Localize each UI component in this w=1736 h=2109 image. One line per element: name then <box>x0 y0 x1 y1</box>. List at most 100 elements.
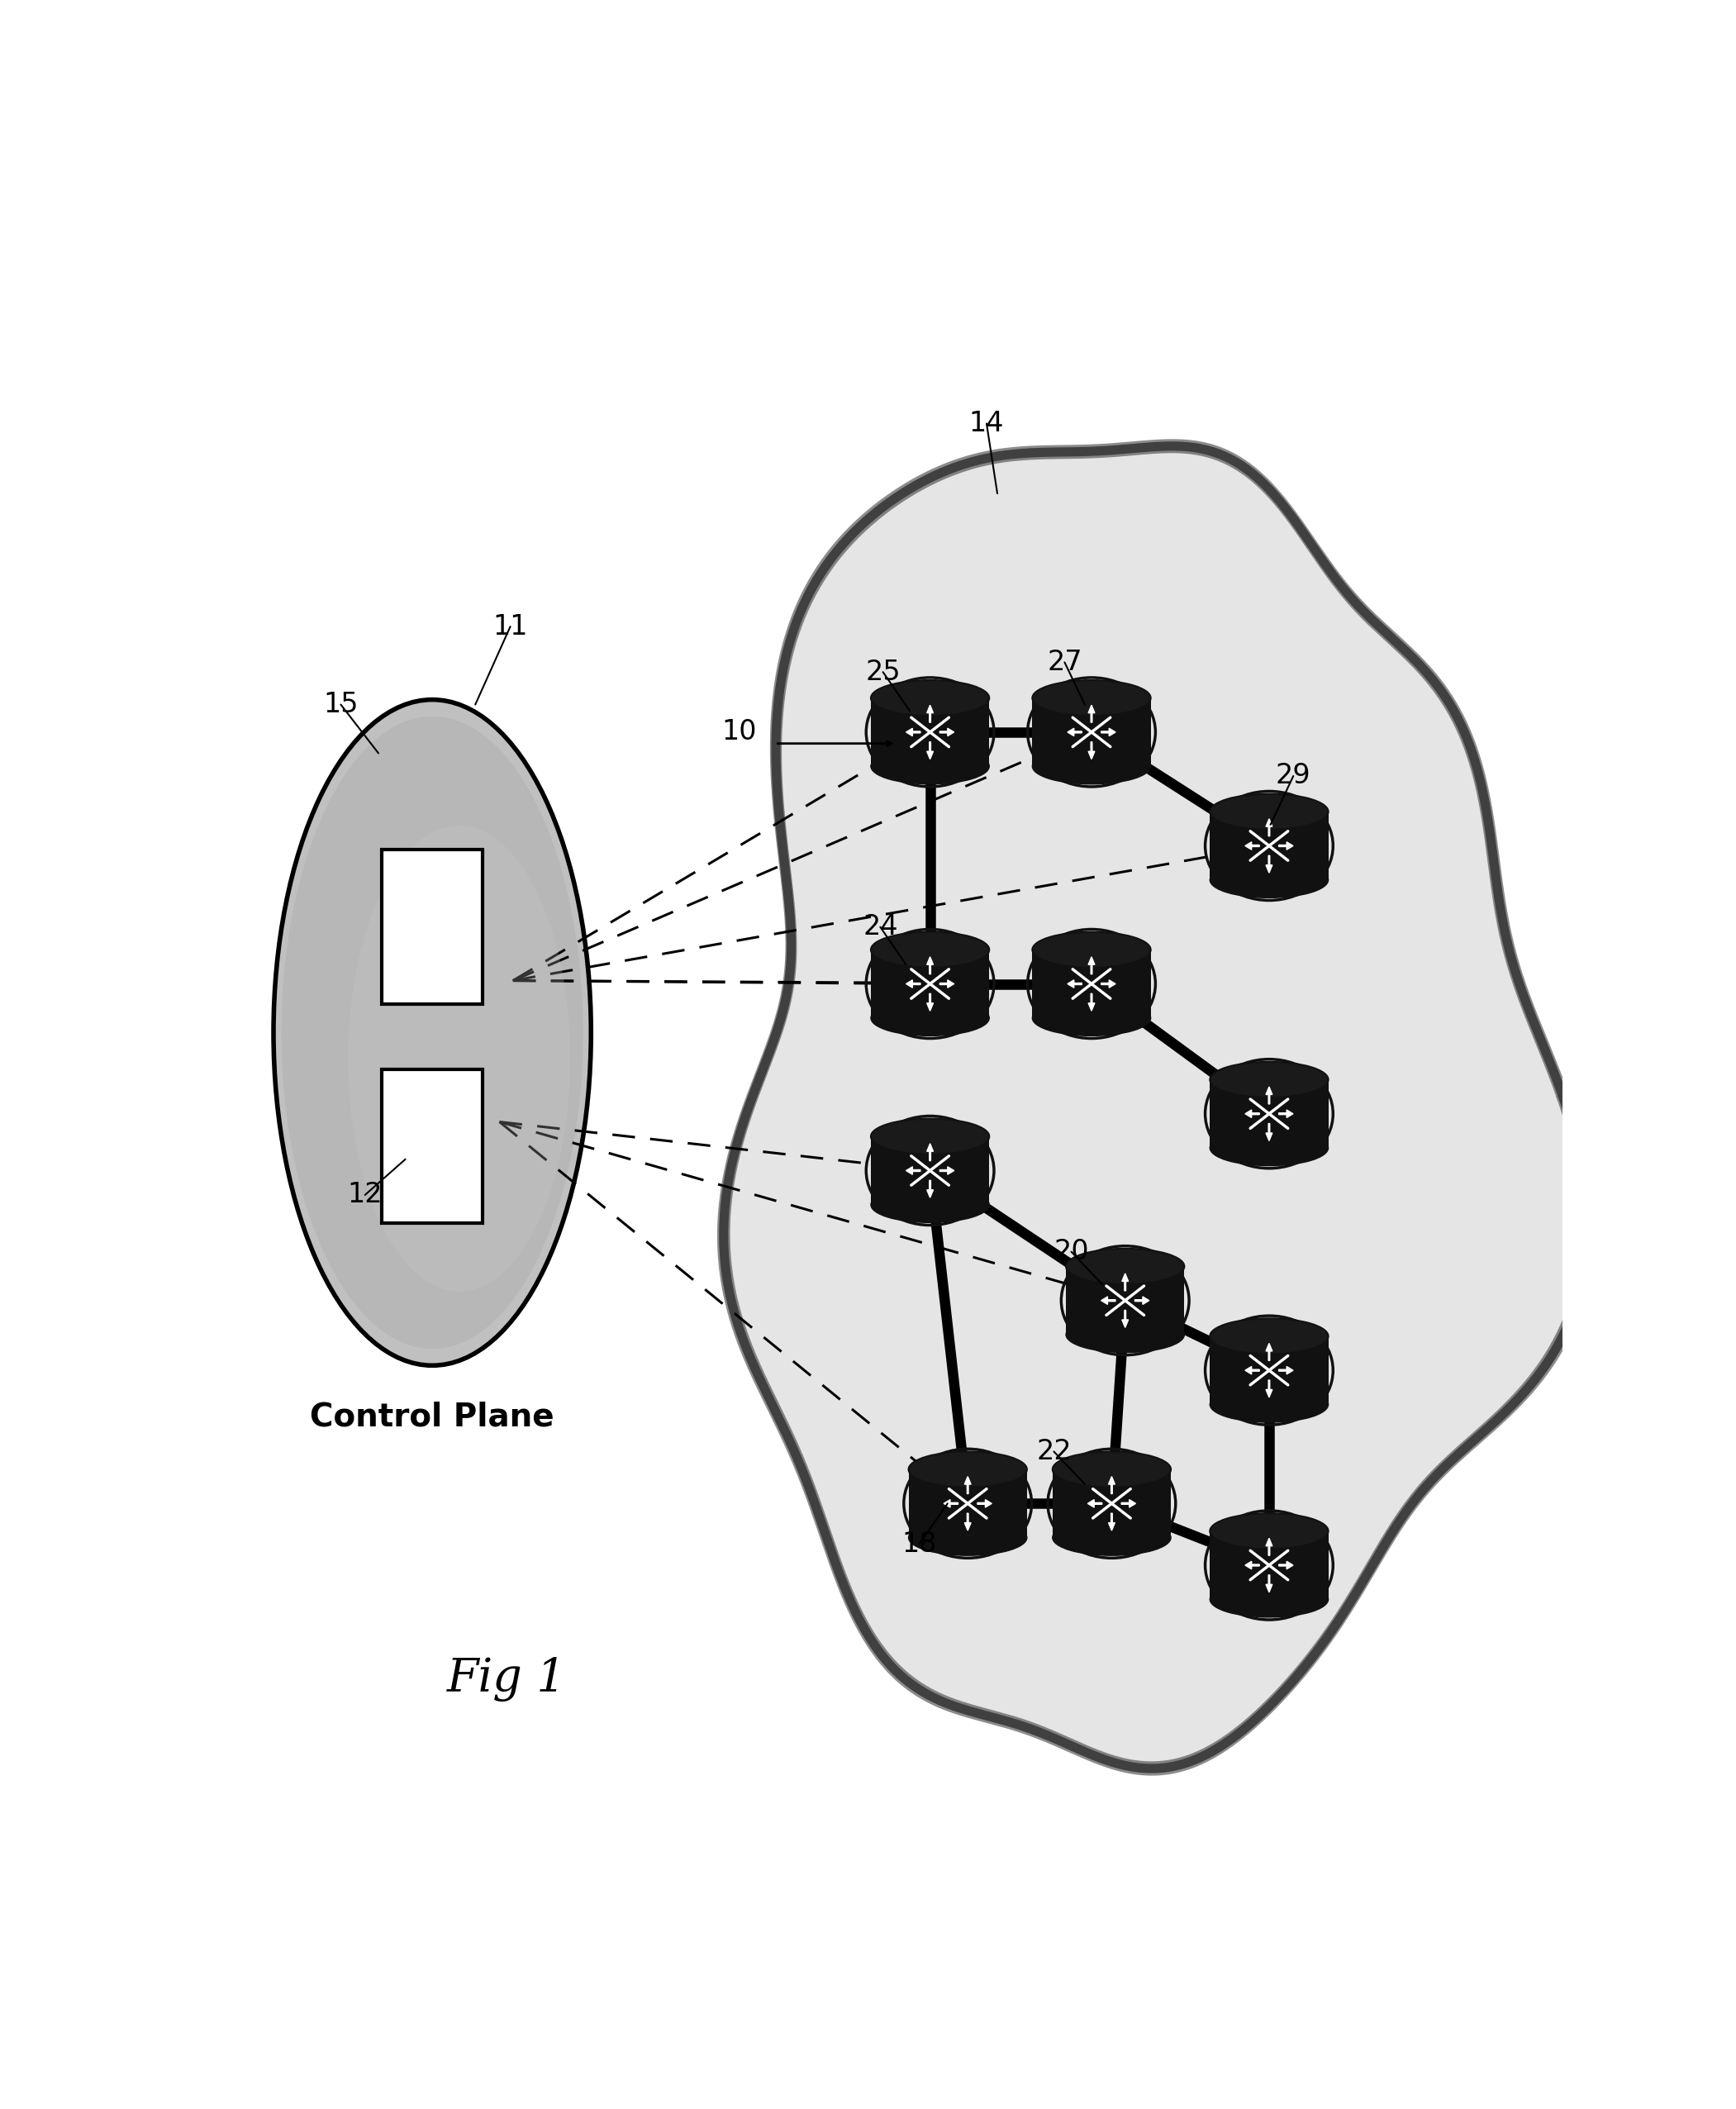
FancyArrow shape <box>1266 1124 1272 1141</box>
FancyArrow shape <box>1121 1310 1128 1327</box>
FancyArrow shape <box>1279 841 1293 850</box>
FancyArrow shape <box>977 1499 991 1508</box>
FancyArrow shape <box>1266 1575 1272 1592</box>
FancyBboxPatch shape <box>1033 949 1151 1019</box>
FancyArrow shape <box>1266 1343 1272 1360</box>
FancyArrow shape <box>1135 1297 1149 1303</box>
FancyArrow shape <box>1245 1367 1259 1375</box>
FancyArrow shape <box>1266 1379 1272 1398</box>
FancyArrow shape <box>1088 993 1095 1010</box>
FancyBboxPatch shape <box>1052 1470 1170 1537</box>
FancyArrow shape <box>1245 1561 1259 1569</box>
Text: 25: 25 <box>865 658 901 685</box>
FancyArrow shape <box>1068 728 1082 736</box>
FancyArrow shape <box>1109 1514 1115 1531</box>
Ellipse shape <box>1210 1130 1328 1166</box>
FancyArrow shape <box>927 957 934 974</box>
FancyArrow shape <box>1121 1499 1135 1508</box>
FancyBboxPatch shape <box>382 1069 483 1223</box>
FancyArrow shape <box>965 1514 970 1531</box>
Text: 11: 11 <box>493 614 528 641</box>
Text: 12: 12 <box>347 1181 382 1208</box>
FancyArrow shape <box>944 1499 958 1508</box>
Ellipse shape <box>1210 1061 1328 1097</box>
Text: 10: 10 <box>722 719 757 747</box>
FancyArrow shape <box>1088 1499 1102 1508</box>
Ellipse shape <box>281 717 583 1350</box>
FancyBboxPatch shape <box>1210 812 1328 879</box>
Ellipse shape <box>347 825 571 1291</box>
Ellipse shape <box>311 763 580 1329</box>
Ellipse shape <box>871 681 990 715</box>
Ellipse shape <box>1066 1316 1184 1352</box>
Ellipse shape <box>1066 1249 1184 1284</box>
FancyArrow shape <box>1266 1537 1272 1556</box>
Ellipse shape <box>908 1451 1028 1487</box>
Ellipse shape <box>1052 1521 1170 1556</box>
FancyArrow shape <box>1245 1109 1259 1118</box>
FancyArrow shape <box>927 742 934 759</box>
Ellipse shape <box>908 1521 1028 1556</box>
FancyArrow shape <box>1101 1297 1116 1303</box>
FancyBboxPatch shape <box>871 1137 990 1204</box>
FancyArrow shape <box>1266 856 1272 873</box>
FancyArrow shape <box>1109 1476 1115 1493</box>
FancyArrow shape <box>1101 981 1116 987</box>
FancyBboxPatch shape <box>1033 698 1151 766</box>
FancyBboxPatch shape <box>1210 1080 1328 1147</box>
FancyArrow shape <box>1088 742 1095 759</box>
Polygon shape <box>724 447 1588 1769</box>
FancyArrow shape <box>1068 981 1082 987</box>
FancyArrow shape <box>1279 1561 1293 1569</box>
Text: 18: 18 <box>901 1531 937 1559</box>
FancyArrow shape <box>906 1166 920 1175</box>
Ellipse shape <box>1033 932 1151 968</box>
FancyArrow shape <box>1101 728 1116 736</box>
FancyBboxPatch shape <box>871 949 990 1019</box>
FancyBboxPatch shape <box>382 850 483 1004</box>
Ellipse shape <box>1033 749 1151 785</box>
Ellipse shape <box>1033 681 1151 715</box>
Text: 15: 15 <box>323 692 358 719</box>
FancyArrow shape <box>1088 957 1095 974</box>
FancyArrow shape <box>906 728 920 736</box>
Ellipse shape <box>871 1187 990 1223</box>
FancyArrow shape <box>1088 704 1095 723</box>
FancyBboxPatch shape <box>1210 1531 1328 1599</box>
FancyArrow shape <box>939 981 955 987</box>
Text: 14: 14 <box>969 409 1003 437</box>
FancyArrow shape <box>927 1181 934 1198</box>
FancyArrow shape <box>1266 1086 1272 1103</box>
Ellipse shape <box>871 1000 990 1036</box>
Text: 29: 29 <box>1276 761 1311 789</box>
Ellipse shape <box>1210 1386 1328 1421</box>
Ellipse shape <box>1210 793 1328 829</box>
Ellipse shape <box>1033 1000 1151 1036</box>
FancyArrow shape <box>927 993 934 1010</box>
FancyBboxPatch shape <box>1210 1337 1328 1405</box>
FancyArrow shape <box>927 1143 934 1160</box>
FancyArrow shape <box>1279 1109 1293 1118</box>
Ellipse shape <box>274 700 590 1365</box>
FancyArrow shape <box>939 728 955 736</box>
Ellipse shape <box>871 932 990 968</box>
FancyArrow shape <box>1266 818 1272 835</box>
Ellipse shape <box>871 1118 990 1154</box>
Text: 22: 22 <box>1036 1438 1071 1466</box>
Text: 20: 20 <box>1054 1238 1088 1265</box>
Ellipse shape <box>1210 863 1328 898</box>
FancyArrow shape <box>1121 1274 1128 1291</box>
Ellipse shape <box>1052 1451 1170 1487</box>
Ellipse shape <box>1210 1582 1328 1618</box>
FancyBboxPatch shape <box>1066 1265 1184 1335</box>
FancyArrow shape <box>906 981 920 987</box>
FancyArrow shape <box>965 1476 970 1493</box>
Ellipse shape <box>871 749 990 785</box>
FancyArrow shape <box>927 704 934 723</box>
Text: Control Plane: Control Plane <box>311 1400 554 1432</box>
Ellipse shape <box>1210 1318 1328 1354</box>
FancyArrow shape <box>1279 1367 1293 1375</box>
FancyArrow shape <box>1245 841 1259 850</box>
Text: Fig 1: Fig 1 <box>446 1656 566 1702</box>
FancyBboxPatch shape <box>871 698 990 766</box>
